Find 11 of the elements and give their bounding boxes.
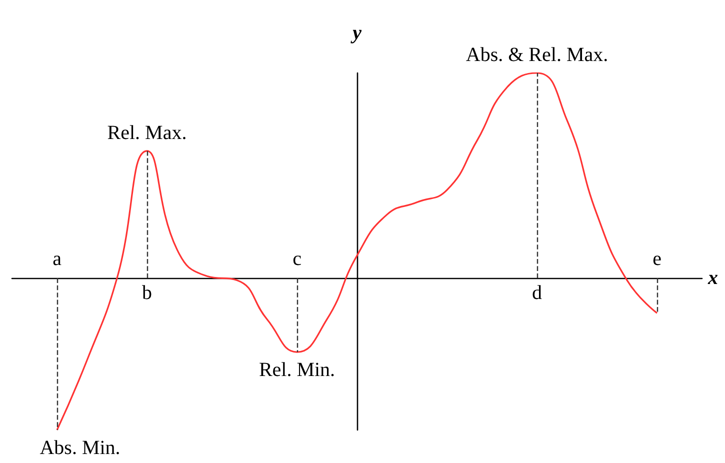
x-tick-label: a [52,248,62,270]
x-tick-label: d [532,282,542,304]
annotation: Rel. Max. [107,122,187,144]
annotation: Abs. & Rel. Max. [466,44,608,66]
y-axis-title: y [350,22,362,44]
annotation: Abs. Min. [40,437,120,459]
annotation: Rel. Min. [258,359,336,382]
x-axis-title: x [707,267,718,290]
x-tick-label: e [652,248,662,270]
x-tick-label: b [142,282,152,304]
x-tick-label: c [292,248,302,270]
